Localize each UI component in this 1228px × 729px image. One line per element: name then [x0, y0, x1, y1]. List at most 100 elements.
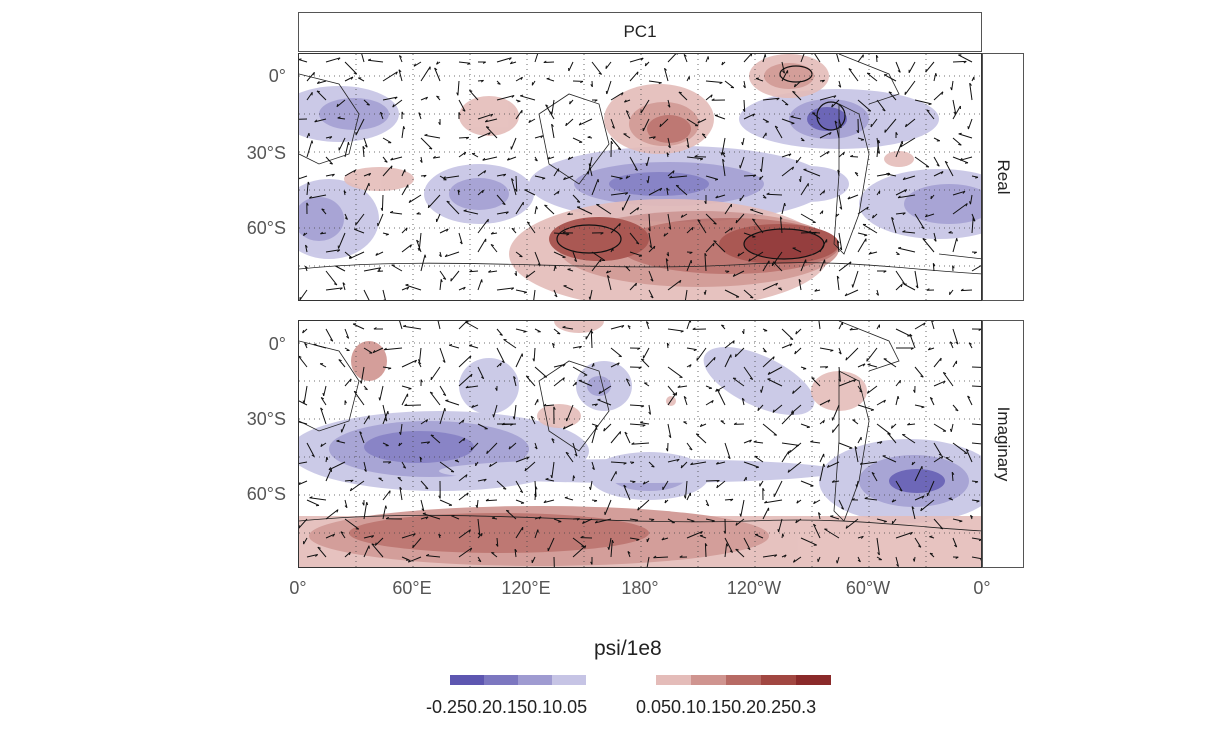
wind-arrow	[895, 556, 899, 567]
wind-arrow-head	[582, 520, 585, 524]
wind-arrow-head	[659, 123, 662, 127]
wind-arrow	[779, 216, 783, 234]
wind-arrow-head	[867, 363, 871, 365]
wind-arrow	[363, 415, 370, 425]
wind-arrow	[444, 251, 460, 258]
wind-arrow-head	[732, 340, 735, 344]
wind-arrow-head	[371, 543, 375, 546]
wind-arrow	[325, 287, 343, 291]
wind-arrow-head	[349, 487, 353, 492]
wind-arrow	[945, 457, 954, 463]
wind-arrow	[819, 239, 828, 253]
wind-arrow-head	[638, 255, 642, 257]
wind-arrow-head	[497, 83, 501, 85]
wind-arrow	[876, 140, 880, 158]
wind-arrow	[743, 113, 755, 120]
wind-arrow-head	[492, 414, 495, 418]
wind-arrow-head	[678, 91, 682, 94]
wind-arrow	[390, 156, 403, 161]
wind-arrow	[743, 54, 752, 63]
wind-arrow-head	[636, 539, 640, 541]
wind-arrow-head	[514, 548, 518, 552]
wind-arrow	[864, 498, 878, 501]
wind-arrow-head	[625, 266, 629, 268]
wind-arrow	[876, 518, 887, 522]
wind-arrow	[317, 80, 327, 84]
wind-arrow	[377, 213, 384, 227]
wind-arrow-head	[845, 525, 848, 529]
wind-arrow	[477, 478, 487, 482]
wind-arrow	[382, 156, 388, 163]
wind-arrow	[781, 343, 793, 349]
wind-arrow-head	[785, 103, 789, 106]
wind-arrow	[439, 228, 449, 234]
wind-arrow	[967, 395, 973, 406]
wind-arrow-head	[689, 364, 692, 368]
wind-arrow-head	[732, 273, 736, 277]
wind-arrow-head	[314, 119, 318, 123]
wind-arrow	[563, 423, 574, 430]
wind-arrow	[922, 238, 935, 253]
wind-arrow	[686, 156, 703, 160]
wind-arrow	[496, 95, 515, 101]
wind-arrow	[640, 422, 650, 425]
wind-arrow-head	[465, 136, 470, 140]
wind-arrow-head	[693, 349, 697, 352]
wind-arrow	[781, 118, 795, 124]
wind-arrow-head	[712, 242, 715, 247]
wind-arrow-head	[624, 99, 627, 103]
wind-arrow	[838, 321, 843, 330]
wind-arrow	[667, 279, 682, 291]
wind-arrow	[515, 328, 527, 332]
wind-arrow-head	[471, 404, 474, 408]
wind-arrow-head	[384, 160, 388, 163]
wind-arrow	[610, 92, 624, 101]
wind-arrow-head	[958, 132, 962, 135]
wind-arrow	[929, 397, 935, 406]
wind-arrow-head	[823, 463, 826, 467]
wind-arrow-head	[426, 553, 430, 557]
wind-arrow-head	[299, 355, 302, 358]
wind-arrow	[760, 385, 764, 393]
wind-arrow-head	[920, 507, 923, 511]
wind-arrow-head	[887, 432, 891, 435]
wind-arrow-head	[713, 222, 717, 225]
wind-arrow-head	[829, 132, 832, 136]
wind-arrow-head	[862, 363, 866, 367]
wind-arrow-head	[390, 165, 393, 169]
wind-arrow	[781, 328, 794, 340]
wind-arrow-head	[644, 62, 647, 67]
wind-arrow	[640, 99, 650, 114]
wind-arrow	[895, 140, 903, 158]
wind-arrow-head	[755, 77, 759, 79]
wind-arrow	[371, 543, 384, 558]
wind-arrow	[748, 251, 764, 262]
wind-arrow-head	[485, 498, 489, 502]
wind-arrow	[629, 518, 638, 521]
wind-arrow	[794, 80, 802, 88]
wind-arrow	[597, 399, 612, 406]
x-tick-label: 120°E	[501, 578, 551, 598]
wind-arrow-head	[750, 296, 754, 299]
wind-arrow-head	[918, 545, 922, 548]
wind-arrow	[320, 442, 327, 448]
wind-arrow	[515, 480, 524, 493]
wind-arrow	[496, 537, 499, 547]
wind-arrow-head	[578, 346, 582, 349]
wind-arrow	[363, 99, 370, 106]
wind-arrow-head	[836, 275, 840, 279]
wind-arrow	[623, 133, 631, 139]
wind-arrow	[299, 518, 308, 529]
wind-arrow	[714, 114, 726, 120]
map-panel-real	[298, 53, 982, 301]
wind-arrow-head	[394, 96, 398, 100]
wind-arrow-head	[403, 324, 407, 327]
wind-arrow	[895, 283, 903, 291]
wind-arrow-head	[823, 190, 826, 194]
wind-arrow-head	[875, 54, 879, 58]
wind-arrow	[686, 347, 697, 351]
wind-arrow	[429, 391, 441, 406]
wind-arrow	[401, 286, 409, 291]
wind-arrow	[448, 344, 460, 349]
wind-arrow-head	[490, 244, 494, 247]
